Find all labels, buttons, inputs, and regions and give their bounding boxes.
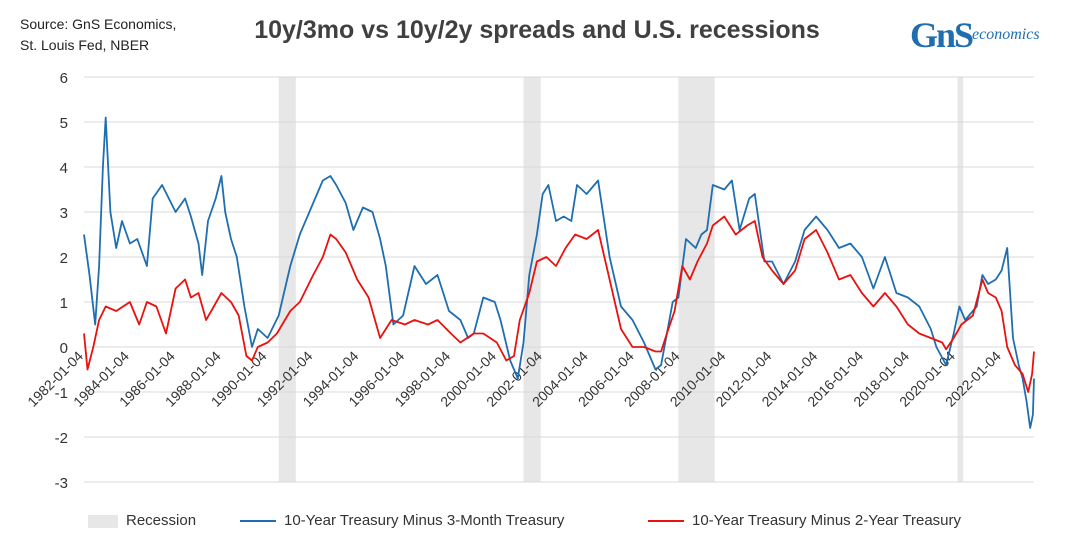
- legend-label-10y2y: 10-Year Treasury Minus 2-Year Treasury: [692, 512, 962, 529]
- y-tick-label: 0: [60, 340, 68, 357]
- legend-swatch-10y3m: [240, 520, 276, 523]
- series-line-10y2y: [83, 215, 1035, 393]
- y-tick-label: 4: [60, 160, 68, 177]
- legend-swatch-10y2y: [648, 520, 684, 523]
- y-tick-label: 2: [60, 250, 68, 267]
- logo-wordmark: economics: [972, 26, 1040, 43]
- y-tick-label: 1: [60, 295, 68, 312]
- y-tick-label: -2: [55, 430, 68, 447]
- y-tick-label: 5: [60, 115, 68, 132]
- y-tick-label: -3: [55, 475, 68, 492]
- source-line-1: Source: GnS Economics,: [20, 16, 177, 32]
- legend-label-recession: Recession: [126, 512, 197, 529]
- source-line-2: St. Louis Fed, NBER: [20, 37, 150, 53]
- logo-mark: GnS: [910, 15, 974, 55]
- legend-swatch-recession: [88, 514, 118, 528]
- recession-bands: [278, 77, 964, 482]
- series-lines: [83, 116, 1035, 429]
- legend-item-10y2y: 10-Year Treasury Minus 2-Year Treasury: [648, 512, 961, 529]
- chart-title: 10y/3mo vs 10y/2y spreads and U.S. reces…: [254, 16, 820, 44]
- recession-band-3: [678, 77, 715, 482]
- y-tick-label: 6: [60, 70, 68, 87]
- y-axis-ticks: -3 -2 -1 0 1 2 3 4 5 6: [55, 70, 68, 492]
- y-tick-label: -1: [55, 385, 68, 402]
- grid-lines: [84, 76, 1034, 483]
- series-line-10y3m: [83, 116, 1035, 429]
- legend-item-10y3m: 10-Year Treasury Minus 3-Month Treasury: [240, 512, 564, 529]
- gns-logo: GnSeconomics: [910, 14, 1040, 60]
- source-note: Source: GnS Economics, St. Louis Fed, NB…: [20, 14, 176, 56]
- legend-item-recession: Recession: [88, 512, 196, 529]
- recession-band-4: [957, 77, 964, 482]
- legend-label-10y3m: 10-Year Treasury Minus 3-Month Treasury: [284, 512, 565, 529]
- y-tick-label: 3: [60, 205, 68, 222]
- chart-legend: Recession 10-Year Treasury Minus 3-Month…: [0, 512, 1074, 534]
